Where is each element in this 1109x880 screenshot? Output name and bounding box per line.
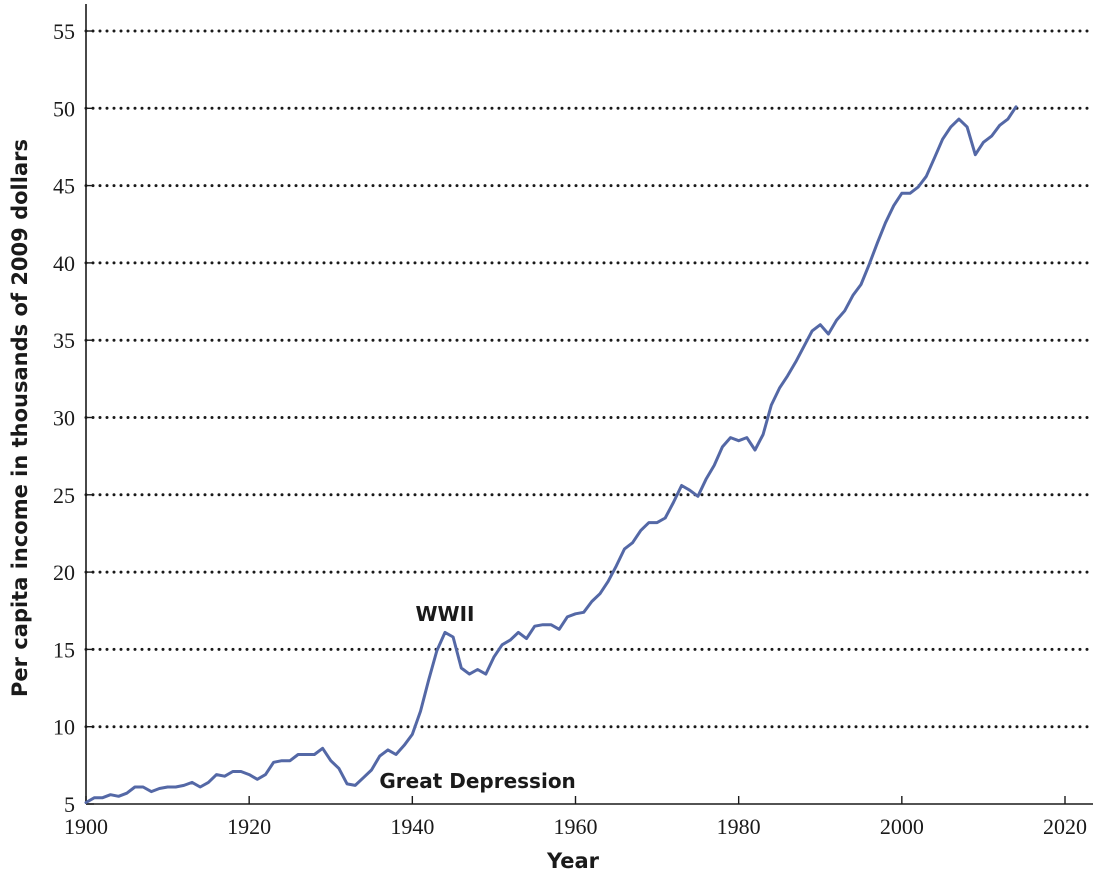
y-tick-label-25: 25 xyxy=(53,483,75,508)
y-tick-label-45: 45 xyxy=(53,174,75,199)
y-tick-label-40: 40 xyxy=(53,251,75,276)
y-axis-title: Per capita income in thousands of 2009 d… xyxy=(8,139,32,697)
annotation-1: Great Depression xyxy=(379,769,575,793)
x-tick-label-2020: 2020 xyxy=(1043,814,1087,839)
x-tick-label-1980: 1980 xyxy=(717,814,761,839)
y-tick-label-50: 50 xyxy=(53,96,75,121)
tick-labels: 5 10 15 20 25 30 35 40 45 50 55 1900 1920 1940 1960 198… xyxy=(53,19,1087,839)
series-layer xyxy=(84,105,1018,804)
y-tick-label-15: 15 xyxy=(53,637,75,662)
x-tick-label-2000: 2000 xyxy=(880,814,924,839)
gridlines xyxy=(84,29,1095,729)
annotation-0: WWII xyxy=(415,602,474,626)
x-axis-title: Year xyxy=(546,849,600,873)
y-tick-label-10: 10 xyxy=(53,715,75,740)
x-tick-label-1960: 1960 xyxy=(554,814,598,839)
x-tick-label-1940: 1940 xyxy=(390,814,434,839)
x-tick-label-1920: 1920 xyxy=(227,814,271,839)
y-tick-label-35: 35 xyxy=(53,328,75,353)
y-tick-label-30: 30 xyxy=(53,406,75,431)
annotations: WWII Great Depression xyxy=(379,602,575,793)
axes xyxy=(85,4,1093,805)
series-line-0 xyxy=(84,105,1018,804)
y-tick-label-5: 5 xyxy=(64,792,75,817)
y-tick-label-20: 20 xyxy=(53,560,75,585)
x-tick-label-1900: 1900 xyxy=(64,814,108,839)
y-tick-label-55: 55 xyxy=(53,19,75,44)
